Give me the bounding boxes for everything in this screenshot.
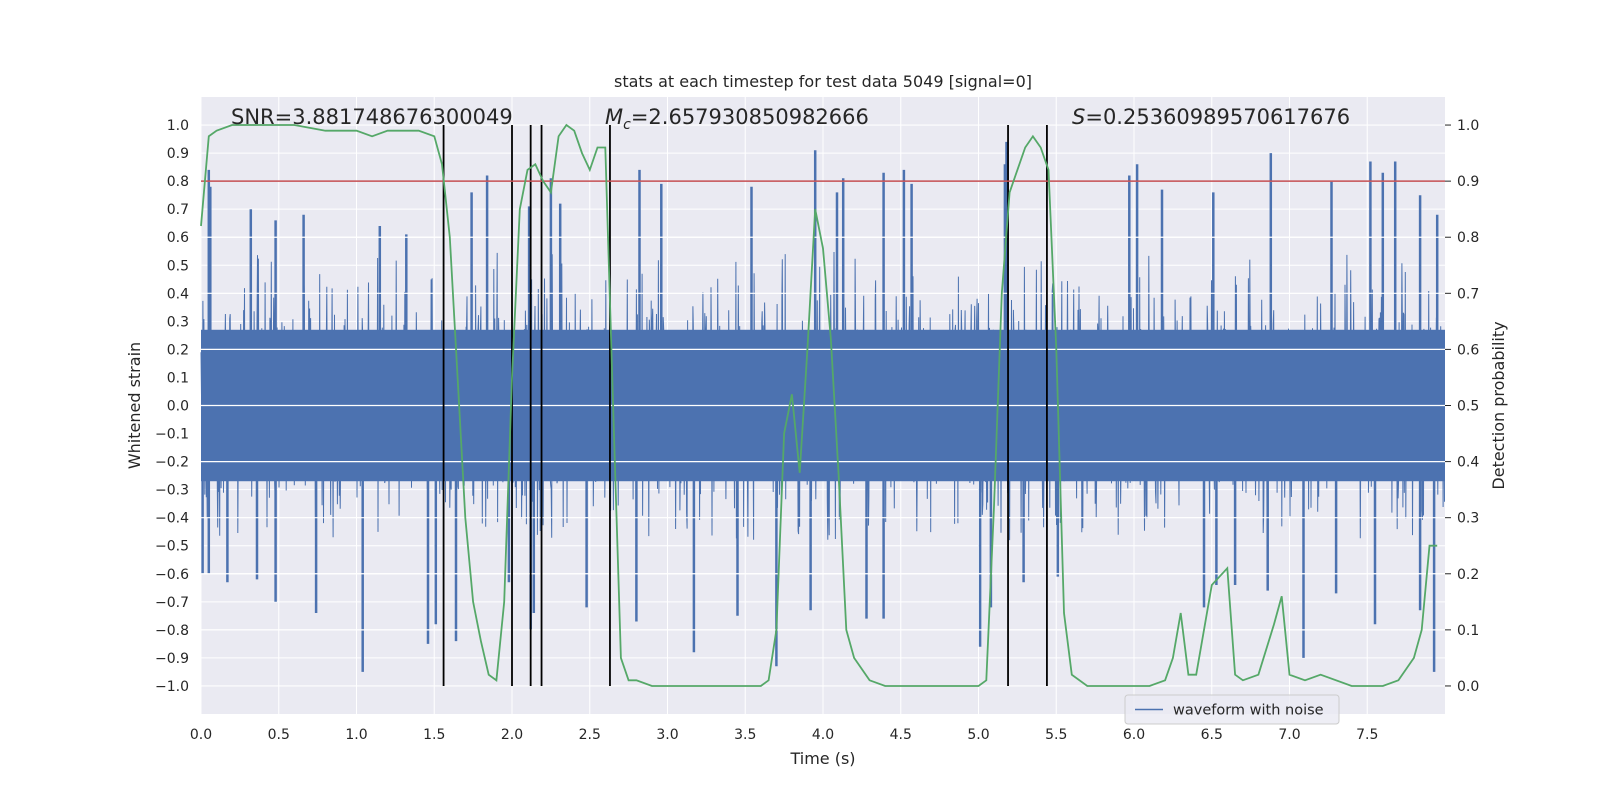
x-tick-label: 6.0 bbox=[1123, 727, 1145, 743]
y-tick-label: 0.8 bbox=[167, 174, 189, 190]
x-tick-label: 2.5 bbox=[579, 727, 601, 743]
chirp-mass-subscript: c bbox=[623, 117, 631, 133]
chirp-mass-symbol: M bbox=[605, 105, 623, 129]
y-tick-label: −1.0 bbox=[155, 679, 189, 695]
y2-tick-label: 1.0 bbox=[1457, 118, 1479, 134]
x-tick-label: 3.5 bbox=[734, 727, 756, 743]
x-tick-label: 6.5 bbox=[1201, 727, 1223, 743]
y2-tick-label: 0.4 bbox=[1457, 455, 1479, 471]
y-tick-label: −0.2 bbox=[155, 455, 189, 471]
legend-box bbox=[1124, 694, 1340, 725]
x-axis-ticks: 0.0 0.5 1.0 1.5 2.0 2.5 3.0 3.5 4.0 4.5 5.0 5.5 6.0 6… bbox=[190, 727, 1379, 743]
detection-probability-series bbox=[200, 123, 1438, 687]
chirp-mass-value: =2.657930850982666 bbox=[631, 105, 869, 129]
y2-tick-label: 0.6 bbox=[1457, 342, 1479, 358]
y2-tick-label: 0.2 bbox=[1457, 567, 1479, 583]
x-axis-label: Time (s) bbox=[789, 749, 855, 768]
x-tick-label: 4.5 bbox=[890, 727, 912, 743]
y-tick-label: −0.7 bbox=[155, 595, 189, 611]
y-tick-label: 1.0 bbox=[167, 118, 189, 134]
y-axis-label: Whitened strain bbox=[125, 342, 144, 469]
y-tick-label: 0.7 bbox=[167, 202, 189, 218]
y-tick-label: 0.0 bbox=[167, 399, 189, 415]
chart-title: stats at each timestep for test data 504… bbox=[614, 72, 1032, 91]
y-tick-label: −0.6 bbox=[155, 567, 189, 583]
y-tick-label: 0.2 bbox=[167, 342, 189, 358]
spin-symbol: S bbox=[1072, 105, 1085, 129]
x-tick-label: 5.0 bbox=[967, 727, 989, 743]
y2-tick-label: 0.7 bbox=[1457, 286, 1479, 302]
y2-tick-label: 0.1 bbox=[1457, 623, 1479, 639]
x-tick-label: 5.5 bbox=[1045, 727, 1067, 743]
y-tick-label: 0.4 bbox=[167, 286, 189, 302]
y-tick-label: 0.3 bbox=[167, 314, 189, 330]
snr-annotation: SNR=3.881748676300049 bbox=[231, 105, 513, 129]
y2-tick-label: 0.9 bbox=[1457, 174, 1479, 190]
x-tick-label: 0.5 bbox=[268, 727, 290, 743]
y-tick-label: −0.5 bbox=[155, 539, 189, 555]
x-tick-label: 7.0 bbox=[1278, 727, 1300, 743]
x-tick-label: 3.0 bbox=[656, 727, 678, 743]
legend: waveform with noise bbox=[1124, 694, 1340, 725]
y-tick-label: 0.9 bbox=[167, 146, 189, 162]
x-tick-label: 4.0 bbox=[812, 727, 834, 743]
y-tick-label: −0.9 bbox=[155, 651, 189, 667]
x-tick-label: 1.0 bbox=[345, 727, 367, 743]
y2-axis-ticks: 1.0 0.9 0.8 0.7 0.6 0.5 0.4 0.3 0.2 0.1 0.0 bbox=[1445, 118, 1479, 695]
y-tick-label: −0.8 bbox=[155, 623, 189, 639]
y2-tick-label: 0.3 bbox=[1457, 511, 1479, 527]
x-tick-label: 0.0 bbox=[190, 727, 212, 743]
y2-axis-label: Detection probability bbox=[1489, 321, 1508, 489]
y2-tick-label: 0.0 bbox=[1457, 679, 1479, 695]
spin-value: =0.25360989570617676 bbox=[1085, 105, 1350, 129]
chirp-mass-annotation: Mc=2.657930850982666 bbox=[605, 105, 869, 133]
spin-annotation: S=0.25360989570617676 bbox=[1072, 105, 1350, 129]
y-tick-label: −0.3 bbox=[155, 483, 189, 499]
y-tick-label: 0.5 bbox=[167, 258, 189, 274]
y-tick-label: 0.1 bbox=[167, 370, 189, 386]
y2-tick-label: 0.8 bbox=[1457, 230, 1479, 246]
y-tick-label: 0.6 bbox=[167, 230, 189, 246]
y-tick-label: −0.1 bbox=[155, 427, 189, 443]
y2-tick-label: 0.5 bbox=[1457, 399, 1479, 415]
x-tick-label: 2.0 bbox=[501, 727, 523, 743]
legend-label: waveform with noise bbox=[1173, 703, 1324, 719]
y-axis-ticks: 1.0 0.9 0.8 0.7 0.6 0.5 0.4 0.3 0.2 0.1 0.0 −0.1 −0.… bbox=[155, 118, 189, 695]
x-tick-label: 7.5 bbox=[1356, 727, 1378, 743]
y-tick-label: −0.4 bbox=[155, 511, 189, 527]
plot-contents bbox=[200, 123, 1445, 687]
x-tick-label: 1.5 bbox=[423, 727, 445, 743]
overlay-gridlines bbox=[201, 124, 1445, 687]
